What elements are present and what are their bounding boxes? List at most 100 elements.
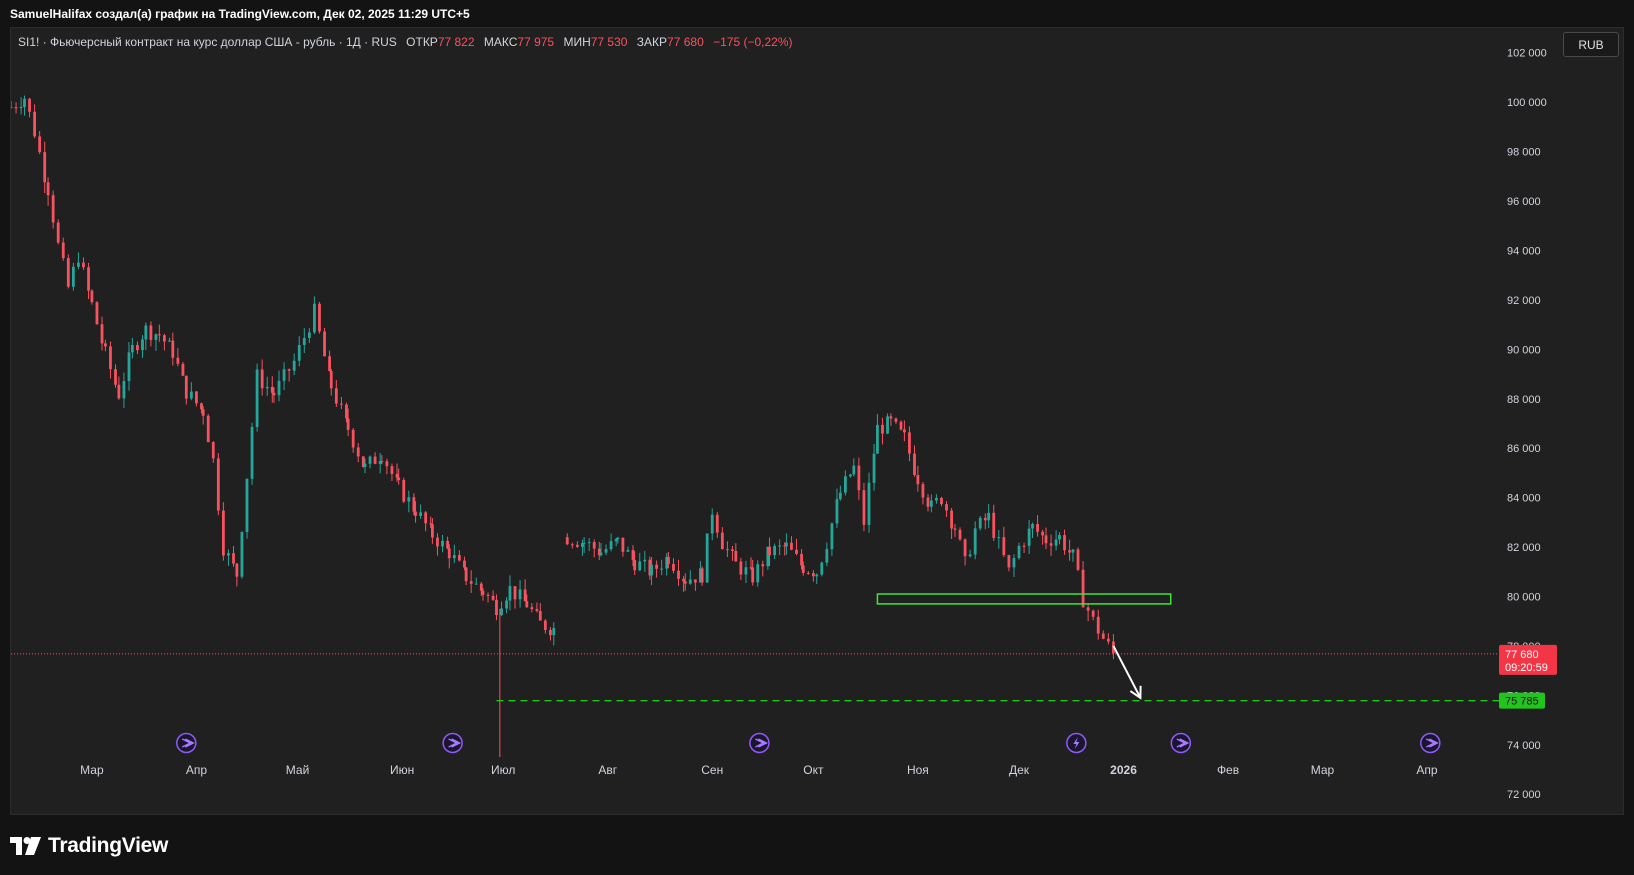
candle-body-up: [240, 532, 244, 577]
candle-body-up: [705, 533, 709, 583]
candle-body-down: [479, 583, 483, 591]
candle-body-up: [552, 628, 556, 636]
candle-body-down: [899, 421, 903, 430]
candle-body-down: [720, 532, 724, 550]
symbol-description: SI1! · Фьючерсный контракт на курс долла…: [18, 35, 397, 49]
candle-body-down: [992, 512, 996, 538]
candle-body-down: [272, 392, 276, 396]
candle-body-down: [436, 537, 439, 547]
candle-body-down: [232, 553, 235, 564]
candle-body-up: [987, 512, 991, 521]
candle-body-down: [983, 517, 987, 521]
target-level-badge: [1499, 692, 1545, 709]
candle-body-down: [157, 334, 161, 336]
event-marker: [749, 732, 770, 754]
candle-body-down: [402, 480, 406, 502]
candle-body-down: [51, 195, 55, 223]
dividend-icon: [1176, 738, 1190, 748]
candle-body-up: [604, 549, 608, 553]
candle-body-down: [136, 345, 139, 351]
close-label: ЗАКР: [636, 35, 668, 49]
time-tick-label: Окт: [803, 763, 824, 777]
candle-body-down: [46, 182, 50, 196]
candle-body-down: [414, 511, 417, 516]
candle-body-down: [926, 497, 930, 507]
price-tick-label: 92 000: [1507, 295, 1541, 307]
candle-body-down: [693, 579, 697, 583]
dividend-icon: [181, 738, 195, 748]
candle-body-down: [535, 609, 539, 611]
price-tick-label: 86 000: [1507, 443, 1541, 455]
candle-body-down: [491, 595, 495, 600]
candle-body-down: [33, 111, 36, 137]
candle-body-up: [77, 262, 80, 267]
candle-body-down: [1091, 610, 1095, 617]
candle-body-up: [587, 542, 591, 544]
candle-body-up: [452, 555, 456, 559]
candle-body-down: [790, 542, 793, 550]
candle-body-up: [876, 424, 879, 454]
time-tick-label: 2026: [1110, 763, 1137, 777]
candle-body-down: [334, 388, 338, 404]
candle-body-down: [176, 357, 180, 364]
time-tick-label: Авг: [598, 763, 617, 777]
change-value: −175 (−0,22%): [713, 35, 793, 49]
candle-body-down: [726, 549, 729, 551]
candle-body-down: [655, 564, 659, 569]
tradingview-logo-icon: [10, 837, 41, 855]
candle-body-up: [699, 568, 702, 583]
candle-body-up: [626, 550, 630, 552]
candle-body-down: [1063, 535, 1066, 551]
price-tick-label: 100 000: [1507, 97, 1547, 109]
currency-button[interactable]: RUB: [1563, 32, 1619, 57]
tradingview-logo[interactable]: TradingView: [10, 834, 168, 858]
candle-body-down: [575, 544, 579, 547]
candle-body-down: [162, 335, 166, 342]
candle-body-down: [201, 409, 205, 416]
support-zone-rectangle: [876, 593, 1172, 605]
candle-body-up: [189, 391, 193, 399]
candle-body-up: [122, 381, 126, 399]
candle-body-down: [11, 107, 13, 109]
open-label: ОТКР: [406, 35, 438, 49]
candle-body-down: [184, 375, 188, 399]
candle-body-up: [872, 453, 876, 483]
candle-body-down: [463, 560, 466, 568]
price-tick-label: 72 000: [1507, 789, 1541, 801]
candle-body-up: [250, 426, 254, 479]
candle-body-down: [328, 356, 331, 372]
candle-body-down: [390, 466, 394, 475]
candle-body-up: [973, 528, 977, 555]
candle-body-down: [429, 523, 433, 525]
candle-body-up: [368, 456, 372, 464]
dividend-icon: [1426, 738, 1439, 748]
candle-body-down: [95, 302, 99, 325]
candle-body-down: [287, 369, 291, 371]
time-tick-label: Сен: [701, 763, 723, 777]
candle-body-up: [886, 416, 889, 434]
candle-body-down: [958, 529, 962, 540]
price-tick-label: 84 000: [1507, 493, 1541, 505]
candle-body-down: [801, 565, 805, 573]
candle-body-down: [530, 607, 534, 610]
candle-body-up: [255, 369, 259, 427]
high-label: МАКС: [483, 35, 518, 49]
candle-body-down: [171, 340, 175, 358]
candle-body-down: [761, 564, 765, 567]
candle-body-down: [768, 546, 771, 556]
candle-body-up: [500, 608, 503, 616]
candle-body-down: [700, 568, 704, 583]
candle-body-down: [945, 504, 948, 511]
candle-body-down: [633, 559, 637, 571]
candle-body-up: [245, 478, 249, 533]
event-marker: [442, 732, 463, 754]
candle-body-up: [660, 568, 664, 570]
candle-body-up: [1054, 539, 1058, 546]
candle-body-down: [963, 539, 967, 557]
candle-body-down: [795, 549, 798, 554]
candle-body-down: [195, 391, 198, 404]
candle-body-down: [672, 564, 675, 571]
candle-body-down: [345, 404, 348, 419]
